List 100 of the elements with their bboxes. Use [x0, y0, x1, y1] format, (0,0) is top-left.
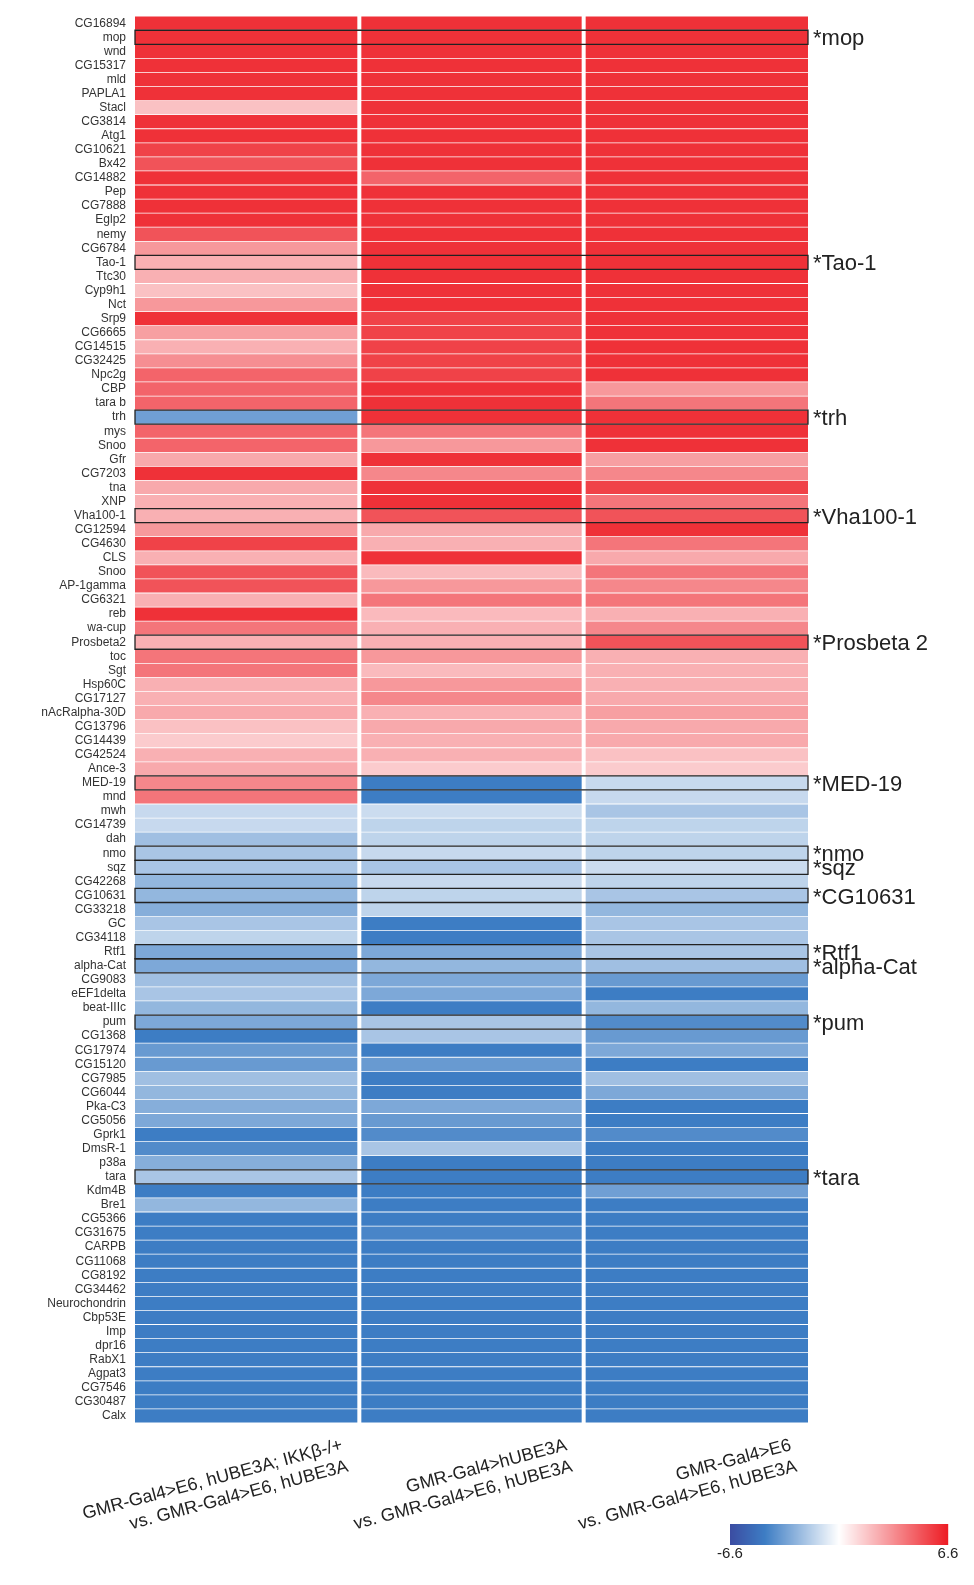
y-tick-label: CG32425 [74, 353, 127, 368]
y-tick-label: Hsp60C [82, 676, 127, 691]
y-tick-label: Gprk1 [93, 1126, 127, 1141]
y2-tick-label: *trh [813, 405, 848, 431]
y-tick-label: CG7203 [81, 465, 127, 480]
y-tick-label: CG6321 [81, 592, 127, 607]
y-tick-label: Npc2g [91, 367, 126, 382]
y-tick-label: CG7546 [81, 1380, 127, 1395]
y-tick-label: CG17127 [74, 690, 127, 705]
y-tick-label: CG6784 [81, 240, 127, 255]
y-tick-label: Bx42 [98, 156, 127, 171]
color-bar-label: 6.6 [937, 1543, 959, 1561]
y-tick-label: CG8192 [81, 1267, 127, 1282]
y-tick-label: CG17974 [74, 1042, 127, 1057]
y-tick-label: MED-19 [81, 775, 127, 790]
y-tick-label: CG14439 [74, 733, 127, 748]
y-tick-label: CARPB [84, 1239, 126, 1254]
y-tick-label: Pep [104, 184, 127, 199]
y-tick-label: AP-1gamma [59, 578, 127, 593]
y2-tick-label: *Prosbeta 2 [813, 630, 928, 656]
y2-tick-label: *MED-19 [813, 770, 903, 796]
y-tick-label: RabX1 [89, 1352, 127, 1367]
y-tick-label: Snoo [97, 437, 127, 452]
y-tick-label: PAPLA1 [81, 85, 127, 100]
y-tick-label: CG10621 [74, 142, 127, 157]
y-tick-label: CG7985 [81, 1070, 127, 1085]
y-tick-label: mld [106, 71, 126, 86]
y-tick-label: CG5366 [81, 1211, 127, 1226]
y-tick-label: mwh [100, 803, 126, 818]
y-tick-label: wnd [102, 43, 126, 58]
color-bar-label: -6.6 [717, 1543, 743, 1561]
y2-tick-label: *tara [813, 1164, 861, 1190]
y-tick-label: beat-IIIc [82, 1000, 126, 1015]
y-tick-label: CG14882 [74, 170, 127, 185]
y-tick-label: GC [108, 915, 127, 930]
y-tick-label: CG30487 [74, 1394, 127, 1409]
y-tick-label: Cyp9h1 [84, 282, 127, 297]
y-tick-label: mnd [102, 789, 126, 804]
y-tick-label: Gfr [109, 451, 126, 466]
y-tick-label: CG15317 [74, 57, 127, 72]
y-tick-label: Rtf1 [103, 944, 127, 959]
y-tick-label: CG5056 [81, 1112, 127, 1127]
y-tick-label: dpr16 [95, 1337, 127, 1352]
y-tick-label: Sgt [107, 662, 127, 677]
y-tick-label: dah [105, 831, 126, 846]
y-tick-label: Bre1 [100, 1197, 127, 1212]
y-tick-label: DmsR-1 [82, 1140, 127, 1155]
y-tick-label: CG6044 [81, 1084, 127, 1099]
y-tick-label: Stacl [99, 99, 126, 114]
y-tick-label: CG6665 [81, 325, 127, 340]
y-tick-label: eEF1delta [71, 986, 127, 1001]
y-tick-label: CG1368 [81, 1028, 127, 1043]
y-tick-label: CG33218 [74, 901, 127, 916]
y-tick-label: CG14515 [74, 339, 127, 354]
y-tick-label: CG42524 [74, 747, 127, 762]
y-tick-label: reb [108, 606, 127, 621]
y-tick-label: Prosbeta2 [71, 634, 127, 649]
y-tick-label: CG34118 [75, 929, 127, 944]
y-tick-label: nAcRalpha-30D [41, 704, 127, 719]
y2-tick-label: *mop [813, 25, 865, 51]
y2-tick-label: *CG10631 [813, 883, 916, 909]
y-tick-label: CBP [101, 381, 126, 396]
y-tick-label: nemy [96, 226, 126, 241]
y-tick-label: mop [102, 29, 127, 44]
y-tick-label: Calx [101, 1408, 126, 1423]
y2-tick-label: *Tao-1 [813, 250, 877, 276]
y-tick-label: CG3814 [81, 114, 127, 129]
y-tick-label: Ance-3 [87, 761, 127, 776]
y-tick-label: CLS [102, 550, 126, 565]
y-tick-label: tna [109, 479, 127, 494]
y-tick-label: sqz [107, 859, 126, 874]
y2-tick-label: *Vha100-1 [813, 503, 917, 529]
y-tick-label: Agpat3 [87, 1366, 127, 1381]
y-tick-label: Kdm4B [86, 1183, 126, 1198]
y-tick-label: trh [111, 409, 126, 424]
y-tick-label: CG31675 [74, 1225, 127, 1240]
y-tick-label: CG34462 [74, 1281, 127, 1296]
y-tick-label: CG4630 [81, 536, 127, 551]
y-tick-label: CG42268 [74, 873, 127, 888]
y-tick-label: toc [109, 648, 126, 663]
y-tick-label: pum [102, 1014, 126, 1029]
y-tick-label: Tao-1 [95, 254, 127, 269]
y-tick-label: CG7888 [81, 198, 127, 213]
y-tick-label: CG13796 [74, 718, 127, 733]
y2-tick-label: *pum [813, 1010, 865, 1036]
y-tick-label: Srp9 [100, 310, 127, 325]
y-tick-label: Imp [105, 1323, 127, 1338]
y-tick-label: CG14739 [74, 817, 127, 832]
y-tick-label: CG10631 [74, 887, 127, 902]
y-tick-label: alpha-Cat [73, 958, 127, 973]
y-tick-label: p38a [99, 1155, 127, 1170]
y-tick-label: Snoo [97, 564, 127, 579]
y-tick-label: Pka-C3 [85, 1098, 127, 1113]
y-tick-label: Atg1 [101, 128, 127, 143]
y-tick-label: CG16894 [74, 15, 127, 30]
y-tick-label: Nct [108, 296, 127, 311]
y-tick-label: Neurochondrin [47, 1295, 126, 1310]
y-tick-label: tara b [95, 395, 127, 410]
y-tick-label: CG9083 [81, 972, 127, 987]
y-tick-label: CG11068 [75, 1253, 127, 1268]
